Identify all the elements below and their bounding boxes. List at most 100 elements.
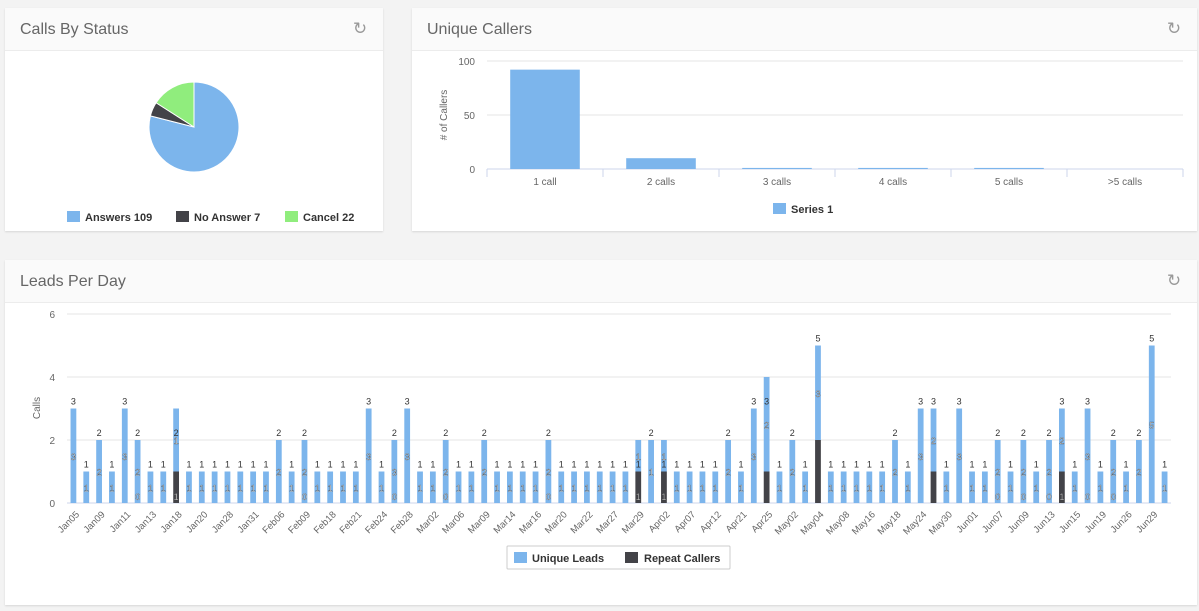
bar-unique-leads: [70, 408, 77, 503]
total-label: 2: [482, 428, 487, 438]
x-tick-label: Jan11: [108, 509, 134, 535]
x-tick-label: Feb18: [312, 509, 339, 536]
bar-unique-leads: [1161, 471, 1168, 503]
total-label: 1: [661, 460, 666, 470]
total-label: 1: [944, 460, 949, 470]
segment-label: 1: [533, 483, 538, 493]
total-label: 2: [546, 428, 551, 438]
bar-unique-leads: [417, 471, 423, 503]
segment-label: 1: [418, 483, 423, 493]
bar-repeat-callers: [173, 471, 180, 503]
segment-label: 1: [84, 483, 89, 493]
x-tick-label: Apr02: [647, 509, 673, 535]
refresh-icon[interactable]: ↻: [1166, 19, 1182, 38]
total-label: 1: [315, 460, 320, 470]
x-tick-label: Feb24: [363, 509, 390, 536]
legend-item: Series 1: [791, 204, 833, 216]
bar-unique-leads: [545, 440, 552, 503]
pie-slice: [148, 81, 240, 173]
legend-item: Answers 109: [85, 212, 152, 224]
segment-label: 1: [430, 483, 435, 493]
bar-unique-leads: [237, 471, 244, 503]
unique-callers-chart: 0 50 100 # of Callers 1 call 2 calls 3 calls 4 …: [439, 57, 1184, 216]
x-tick-label: Jun07: [980, 509, 1006, 535]
segment-label: 3: [71, 452, 76, 462]
x-tick-label: Jun09: [1006, 509, 1032, 535]
total-label: 1: [867, 460, 872, 470]
bar-unique-leads: [404, 408, 411, 503]
segment-label: 1: [867, 483, 872, 493]
segment-label: 1: [738, 483, 743, 493]
bar: [510, 69, 580, 169]
bar-unique-leads: [776, 471, 783, 503]
bar-unique-leads: [969, 471, 975, 503]
bar-unique-leads: [429, 471, 436, 503]
bar-unique-leads: [802, 471, 809, 503]
bar-unique-leads: [263, 471, 269, 503]
bar: [974, 167, 1044, 169]
segment-label: 1: [1098, 483, 1103, 493]
total-label: 1: [584, 460, 589, 470]
bar-unique-leads: [198, 471, 205, 503]
segment-label: 0: [1021, 492, 1026, 502]
x-tick-label: Jan31: [236, 509, 262, 535]
segment-label: 0: [392, 492, 397, 502]
bar-repeat-callers: [815, 440, 821, 503]
x-tick-label: Apr12: [698, 509, 724, 535]
x-tick-label: Feb06: [261, 509, 288, 536]
bar-repeat-callers: [763, 471, 770, 503]
total-label: 1: [199, 460, 204, 470]
panel-title: Unique Callers: [427, 21, 532, 38]
refresh-icon[interactable]: ↻: [1166, 271, 1182, 290]
x-tick-label: Jan18: [159, 509, 185, 535]
x-tick-label: Feb09: [286, 509, 313, 536]
segment-label: 1: [148, 483, 153, 493]
total-label: 1: [469, 460, 474, 470]
segment-label: 1: [251, 483, 256, 493]
bar-unique-leads: [571, 471, 577, 503]
legend-item: Unique Leads: [532, 553, 604, 565]
bar-unique-leads: [1046, 440, 1052, 503]
bar-unique-leads: [134, 440, 141, 503]
total-label: 1: [1034, 460, 1039, 470]
total-label: 1: [507, 460, 512, 470]
total-label: 3: [1085, 397, 1090, 407]
bar-unique-leads: [673, 471, 680, 503]
bar-unique-leads: [327, 471, 334, 503]
x-tick-label: 5 calls: [995, 177, 1023, 188]
bar-unique-leads: [147, 471, 154, 503]
segment-label: 1: [623, 483, 628, 493]
x-tick-label: Jun01: [954, 509, 980, 535]
total-label: 1: [289, 460, 294, 470]
segment-label: 1: [238, 483, 243, 493]
segment-label: 1: [713, 483, 718, 493]
bar-unique-leads: [661, 440, 667, 472]
legend-item: No Answer 7: [194, 212, 260, 224]
x-tick-label: Mar06: [440, 509, 467, 536]
x-tick-label: Jan09: [82, 509, 108, 535]
bar-unique-leads: [879, 471, 886, 503]
segment-label: 1: [199, 483, 204, 493]
segment-label: 0: [1047, 492, 1052, 502]
total-label: 1: [713, 460, 718, 470]
bar-unique-leads: [1136, 440, 1142, 503]
legend-item: Cancel 22: [303, 212, 354, 224]
bar-unique-leads: [121, 408, 128, 503]
refresh-icon[interactable]: ↻: [352, 19, 368, 38]
x-tick-label: May02: [773, 509, 801, 537]
bar-unique-leads: [853, 471, 860, 503]
segment-label: 2: [1059, 436, 1064, 446]
legend-swatch: [514, 552, 527, 563]
panel-header: Calls By Status ↻: [5, 8, 383, 51]
segment-label: 3: [405, 452, 410, 462]
bar-unique-leads: [827, 471, 834, 503]
bar-unique-leads: [83, 471, 90, 503]
segment-label: 1: [109, 483, 114, 493]
bar-unique-leads: [1097, 471, 1104, 503]
bar-unique-leads: [892, 440, 898, 503]
total-label: 1: [109, 460, 114, 470]
segment-label: 1: [520, 483, 525, 493]
bar-unique-leads: [584, 471, 590, 503]
segment-label: 0: [302, 492, 307, 502]
segment-label: 3: [392, 468, 397, 478]
